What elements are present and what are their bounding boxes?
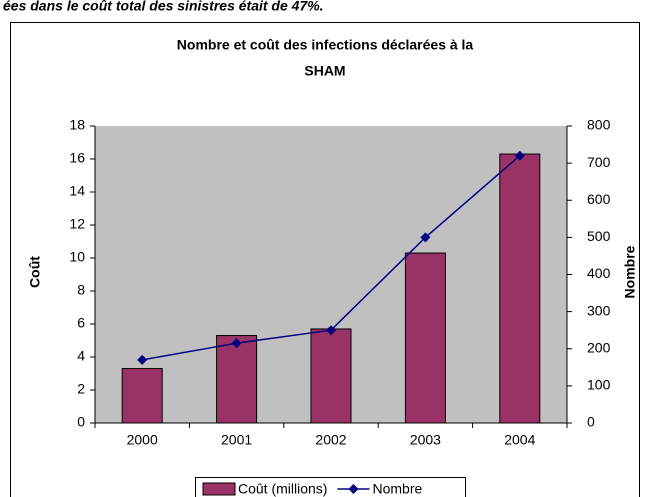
y2-tick-label: 200 (587, 339, 611, 355)
header-text: ées dans le coût total des sinistres éta… (3, 0, 324, 14)
y-tick-label: 14 (69, 183, 85, 199)
line-marker (231, 338, 242, 349)
y2-tick-label: 700 (587, 154, 611, 170)
y2-tick-label: 600 (587, 191, 611, 207)
y-tick-label: 8 (77, 282, 85, 298)
bar (310, 328, 352, 424)
x-tick-label: 2002 (315, 432, 346, 448)
legend-swatch (202, 482, 236, 496)
y-tick-label: 2 (77, 381, 85, 397)
line-marker (514, 150, 525, 161)
x-tick-label: 2000 (127, 432, 158, 448)
chart-title: SHAM (304, 63, 345, 79)
legend-label: Nombre (372, 481, 422, 497)
y-tick-label: 16 (69, 150, 85, 166)
bar (216, 335, 258, 424)
y2-axis-label: Nombre (622, 245, 638, 298)
legend (195, 477, 466, 497)
bar (121, 368, 163, 424)
y2-tick-label: 0 (587, 414, 595, 430)
y-tick-label: 0 (77, 414, 85, 430)
y2-tick-label: 500 (587, 228, 611, 244)
y2-tick-label: 300 (587, 302, 611, 318)
y-tick-label: 12 (69, 216, 85, 232)
legend-label: Coût (millions) (238, 481, 327, 497)
legend-swatch (348, 484, 359, 494)
y2-tick-label: 400 (587, 265, 611, 281)
y2-tick-label: 800 (587, 117, 611, 133)
line-marker (326, 325, 336, 336)
bar (404, 252, 446, 424)
x-tick-label: 2004 (504, 432, 535, 448)
x-tick-label: 2003 (410, 432, 441, 448)
x-tick-label: 2001 (221, 432, 252, 448)
y2-tick-label: 100 (587, 377, 611, 393)
y-tick-label: 18 (69, 117, 85, 133)
y-tick-label: 10 (69, 249, 85, 265)
y-axis-label: Coût (27, 256, 43, 288)
bar (499, 153, 541, 424)
line-marker (420, 232, 431, 243)
y-tick-label: 4 (77, 348, 85, 364)
chart-title: Nombre et coût des infections déclarées … (177, 37, 474, 53)
line-marker (137, 354, 148, 365)
y-tick-label: 6 (77, 315, 85, 331)
